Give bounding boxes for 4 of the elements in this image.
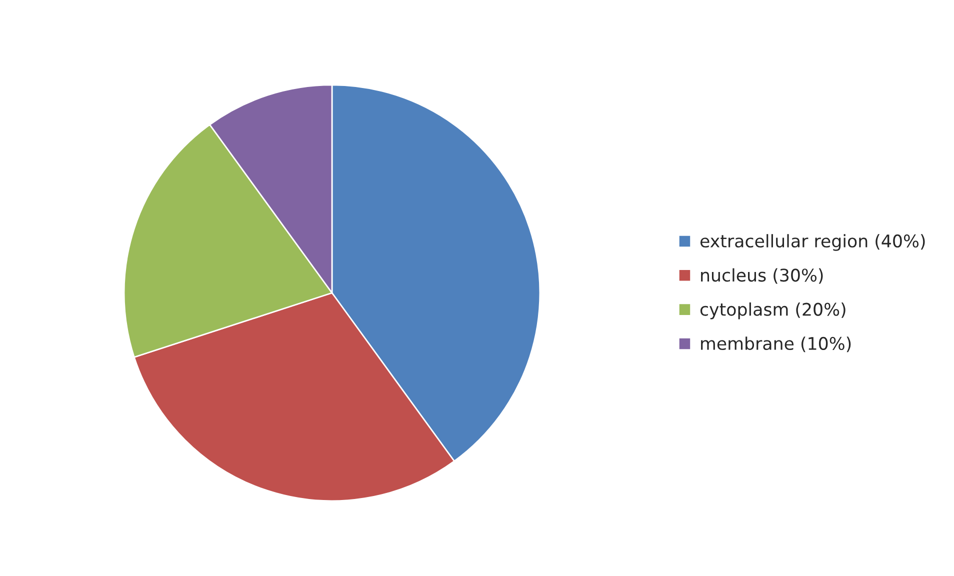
legend-label: cytoplasm (20%) — [700, 302, 846, 320]
legend-label: extracellular region (40%) — [700, 234, 925, 251]
legend-label: membrane (10%) — [701, 336, 851, 352]
legend-label: nucleus (30%) — [701, 268, 823, 284]
